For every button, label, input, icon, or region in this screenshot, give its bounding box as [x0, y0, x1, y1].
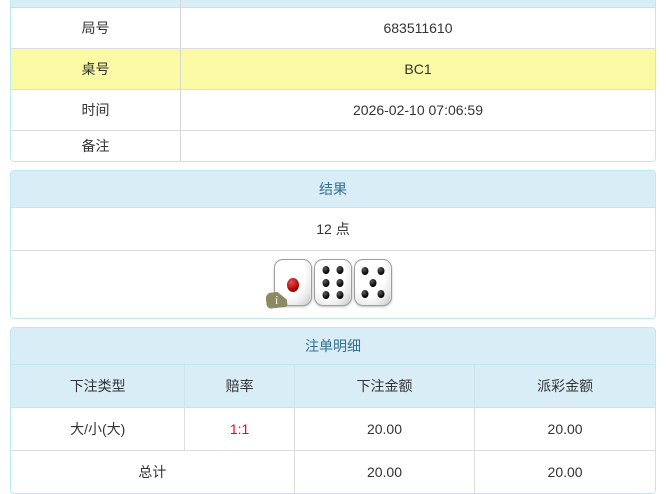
die-face-5 — [354, 259, 392, 306]
result-panel-title: 结果 — [11, 171, 655, 208]
bet-details-panel: 注单明细 下注类型 赔率 下注金额 派彩金额 大/小(大) 1:1 20.00 … — [10, 327, 656, 494]
die-pip — [377, 266, 385, 275]
result-points: 12 点 — [11, 208, 655, 251]
table-row-table-id: 桌号 BC1 — [11, 48, 655, 90]
die-pip — [377, 290, 385, 299]
total-bet-amount: 20.00 — [293, 450, 475, 493]
table-row-round-id: 局号 683511610 — [11, 7, 655, 49]
bet-details-table: 下注类型 赔率 下注金额 派彩金额 大/小(大) 1:1 20.00 20.00… — [11, 365, 655, 493]
die-pip — [361, 290, 369, 299]
die-pip — [361, 266, 369, 275]
die-face-1: i — [274, 259, 312, 306]
total-row: 总计 20.00 20.00 — [11, 450, 655, 493]
total-payout-amount: 20.00 — [474, 450, 655, 493]
table-row-remark: 备注 — [11, 130, 655, 161]
die-pip — [369, 278, 377, 287]
die-pip — [322, 278, 330, 287]
bet-type-value: 大/小(大) — [11, 407, 185, 451]
total-label: 总计 — [11, 450, 295, 493]
table-row-time: 时间 2026-02-10 07:06:59 — [11, 89, 655, 131]
result-panel: 结果 12 点 i — [10, 170, 656, 319]
col-header-odds: 赔率 — [184, 365, 295, 408]
bet-odds-value: 1:1 — [184, 407, 295, 451]
table-id-label: 桌号 — [11, 48, 181, 90]
time-value: 2026-02-10 07:06:59 — [180, 89, 655, 131]
bet-header-row: 下注类型 赔率 下注金额 派彩金额 — [11, 365, 655, 408]
die-pip — [336, 278, 344, 287]
die-pip — [287, 277, 299, 292]
col-header-bet-type: 下注类型 — [11, 365, 185, 408]
cut-header-row — [11, 0, 655, 8]
remark-label: 备注 — [11, 130, 181, 161]
dice-row: i — [11, 251, 655, 318]
page-content: 局号 683511610 桌号 BC1 时间 2026-02-10 07:06:… — [10, 0, 656, 494]
round-id-label: 局号 — [11, 7, 181, 49]
round-info-table: 局号 683511610 桌号 BC1 时间 2026-02-10 07:06:… — [11, 0, 655, 161]
die-pip — [322, 291, 330, 300]
die-pip — [336, 291, 344, 300]
die-face-6 — [314, 259, 352, 306]
table-id-value: BC1 — [180, 48, 655, 90]
round-info-panel: 局号 683511610 桌号 BC1 时间 2026-02-10 07:06:… — [10, 0, 656, 162]
time-label: 时间 — [11, 89, 181, 131]
bet-details-title: 注单明细 — [11, 328, 655, 365]
die-pip — [336, 265, 344, 274]
col-header-payout-amount: 派彩金额 — [474, 365, 655, 408]
payout-amount-value: 20.00 — [474, 407, 655, 451]
bet-amount-value: 20.00 — [293, 407, 475, 451]
dice-strip: i — [11, 259, 655, 306]
col-header-bet-amount: 下注金额 — [293, 365, 475, 408]
die-pip — [322, 265, 330, 274]
round-id-value: 683511610 — [180, 7, 655, 49]
bet-row: 大/小(大) 1:1 20.00 20.00 — [11, 407, 655, 451]
info-badge-icon[interactable]: i — [265, 291, 288, 309]
remark-value — [180, 130, 655, 161]
